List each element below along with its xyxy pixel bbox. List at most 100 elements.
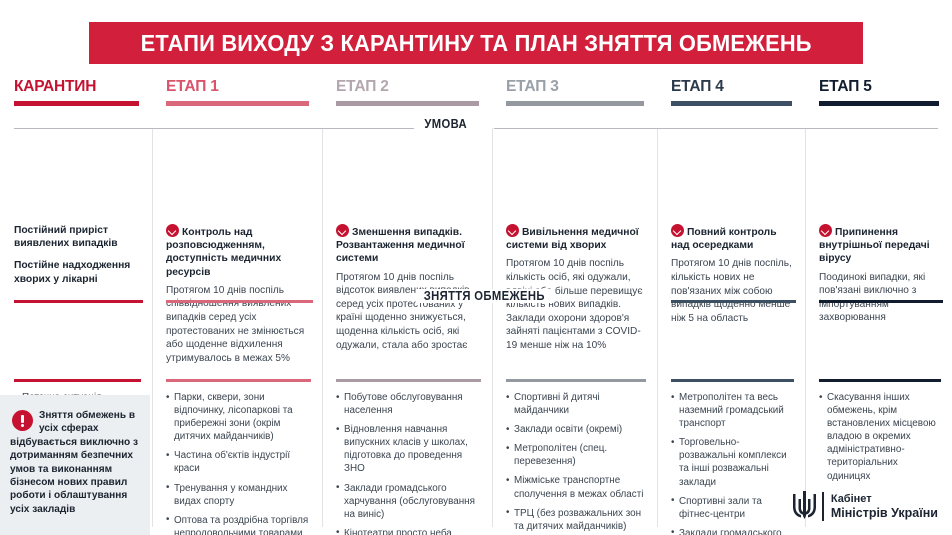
list-item: Спортивні зали та фітнес-центри: [671, 494, 796, 521]
stage-bar-3: [506, 101, 644, 106]
restrictions-rule-2: [336, 379, 481, 382]
condition-block-1: Контроль над розповсюдженням, доступніст…: [166, 224, 313, 365]
column-divider: [152, 128, 153, 527]
lifting-band: ЗНЯТТЯ ОБМЕЖЕНЬ: [0, 289, 952, 311]
band-rule-right: [494, 128, 938, 129]
restrictions-block-4: Метрополітен та весь наземний громадськи…: [671, 379, 796, 535]
column-divider: [492, 128, 493, 527]
lifting-band-rule: [14, 300, 143, 303]
list-item: Частина об'єктів індустрії краси: [166, 449, 313, 475]
page-title: ЕТАПИ ВИХОДУ З КАРАНТИНУ ТА ПЛАН ЗНЯТТЯ …: [140, 29, 812, 56]
stage-column-4: ЕТАП 4 Повний контроль над осередками Прот…: [657, 76, 805, 535]
list-item: Скасування інших обмежень, крім встановл…: [819, 391, 943, 483]
stage-bar-5: [819, 101, 939, 106]
restrictions-list-5: Скасування інших обмежень, крім встановл…: [819, 391, 943, 483]
restrictions-list-3: Спортивні й дитячі майданчики Заклади осв…: [506, 390, 648, 535]
stage-bar-2: [336, 101, 479, 106]
list-item: Заклади освіти (окремі): [506, 423, 648, 436]
condition-body-3: Протягом 10 днів поспіль кількість осіб,…: [506, 258, 643, 351]
warning-text-wrap: Зняття обмежень в усіх сферах відбуваєть…: [10, 409, 140, 516]
stage-label-3: ЕТАП 3: [506, 78, 559, 95]
warning-box: Зняття обмежень в усіх сферах відбуваєть…: [0, 395, 150, 535]
condition-block-0: Постійний приріст виявлених випадків Пост…: [14, 224, 143, 295]
stage-column-3: ЕТАП 3 Вивільнення медичної системи від х…: [492, 76, 657, 535]
chevron-down-circle-icon: [506, 224, 519, 237]
exclamation-icon: [12, 410, 33, 431]
condition-heading-0: Постійний приріст виявлених випадків Пост…: [14, 224, 143, 286]
restrictions-block-2: Побутове обслуговування населення Відновл…: [336, 379, 483, 535]
list-item: Побутове обслуговування населення: [336, 390, 483, 417]
condition-heading-text-3: Вивільнення медичної системи від хворих: [506, 227, 639, 252]
stage-label-1: ЕТАП 1: [166, 78, 219, 95]
restrictions-rule-5: [819, 379, 941, 382]
condition-heading-text-5: Припинення внутрішньої передачі вірусу: [819, 227, 930, 265]
ukraine-trident-icon: [793, 491, 817, 519]
condition-block-3: Вивільнення медичної системи від хворих П…: [506, 224, 648, 353]
list-item: ТРЦ (без розважальних зон та дитячих май…: [506, 506, 648, 533]
column-divider: [657, 128, 658, 527]
lifting-band-rule: [166, 300, 313, 303]
government-logo: Кабінет Міністрів України: [792, 491, 938, 522]
chevron-down-circle-icon: [671, 224, 684, 237]
condition-heading-line-0: Постійний приріст виявлених випадків: [14, 225, 118, 250]
list-item: Міжміське транспортне сполучення в межах…: [506, 474, 648, 500]
logo-divider: [822, 492, 824, 521]
warning-text: Зняття обмежень в усіх сферах відбуваєть…: [10, 410, 139, 515]
stage-column-1: ЕТАП 1 Контроль над розповсюдженням, дост…: [152, 76, 322, 535]
condition-body-5: Поодинокі випадки, які пов'язані виключн…: [819, 271, 926, 324]
restrictions-rule-0: [14, 379, 141, 382]
stage-label-0: КАРАНТИН: [14, 78, 97, 95]
list-item: Тренування у командних видах спорту: [166, 481, 313, 508]
page-title-banner: ЕТАПИ ВИХОДУ З КАРАНТИНУ ТА ПЛАН ЗНЯТТЯ …: [89, 22, 863, 64]
restrictions-block-3: Спортивні й дитячі майданчики Заклади осв…: [506, 379, 648, 535]
lifting-band-label: ЗНЯТТЯ ОБМЕЖЕНЬ: [415, 289, 553, 303]
logo-line-1: Кабінет: [830, 493, 872, 505]
stage-bar-0: [14, 101, 139, 106]
list-item: Заклади громадського харчування (обслуго…: [336, 481, 483, 521]
stage-label-2: ЕТАП 2: [336, 78, 389, 95]
chevron-down-circle-icon: [336, 224, 349, 237]
condition-heading-2: Зменшення випадків. Розвантаження медичн…: [336, 224, 483, 266]
restrictions-list-2: Побутове обслуговування населення Відновл…: [336, 390, 483, 535]
list-item: Метрополітен (спец. перевезення): [506, 442, 648, 468]
condition-body-2: Протягом 10 днів поспіль відсоток виявле…: [336, 271, 470, 351]
list-item: Спортивні й дитячі майданчики: [506, 390, 648, 417]
list-item: Парки, сквери, зони відпочинку, лісопарк…: [166, 390, 313, 443]
condition-body-1: Протягом 10 днів поспіль співвідношення …: [166, 284, 305, 364]
condition-band: УМОВА: [0, 117, 952, 139]
restrictions-rule-4: [671, 379, 794, 382]
lifting-band-rule: [819, 300, 943, 303]
chevron-down-circle-icon: [819, 224, 832, 237]
list-item: Торговельно-розважальні комплекси та інш…: [671, 436, 796, 488]
chevron-down-circle-icon: [166, 224, 179, 237]
list-item: Заклади громадського харчування: [671, 526, 796, 535]
stage-bar-1: [166, 101, 309, 106]
column-divider: [805, 128, 806, 527]
stage-label-5: ЕТАП 5: [819, 78, 872, 95]
condition-band-label: УМОВА: [416, 117, 476, 131]
condition-heading-3: Вивільнення медичної системи від хворих: [506, 224, 648, 252]
list-item: Відновлення навчання випускних класів у …: [336, 423, 483, 475]
band-rule-left: [14, 128, 414, 129]
condition-heading-5: Припинення внутрішньої передачі вірусу: [819, 224, 943, 266]
column-divider: [322, 128, 323, 527]
condition-block-4: Повний контроль над осередками Протягом 1…: [671, 224, 796, 325]
stage-label-4: ЕТАП 4: [671, 78, 724, 95]
condition-block-5: Припинення внутрішньої передачі вірусу По…: [819, 224, 943, 325]
logo-line-2: Міністрів України: [830, 505, 938, 520]
stage-bar-4: [671, 101, 792, 106]
logo-text: Кабінет Міністрів України: [831, 493, 938, 520]
condition-heading-text-2: Зменшення випадків. Розвантаження медичн…: [336, 227, 465, 265]
restrictions-block-5: Скасування інших обмежень, крім встановл…: [819, 379, 943, 489]
stage-column-2: ЕТАП 2 Зменшення випадків. Розвантаження …: [322, 76, 492, 535]
restrictions-list-1: Парки, сквери, зони відпочинку, лісопарк…: [166, 390, 313, 535]
lifting-band-rule: [671, 300, 796, 303]
restrictions-list-4: Метрополітен та весь наземний громадськи…: [671, 390, 796, 535]
condition-heading-line-1: Постійне надходження хворих у лікарні: [14, 260, 131, 285]
condition-heading-text-1: Контроль над розповсюдженням, доступніст…: [166, 227, 282, 278]
condition-heading-4: Повний контроль над осередками: [671, 224, 796, 252]
stage-column-5: ЕТАП 5 Припинення внутрішньої передачі ві…: [805, 76, 952, 535]
restrictions-rule-3: [506, 379, 646, 382]
condition-heading-1: Контроль над розповсюдженням, доступніст…: [166, 224, 313, 279]
